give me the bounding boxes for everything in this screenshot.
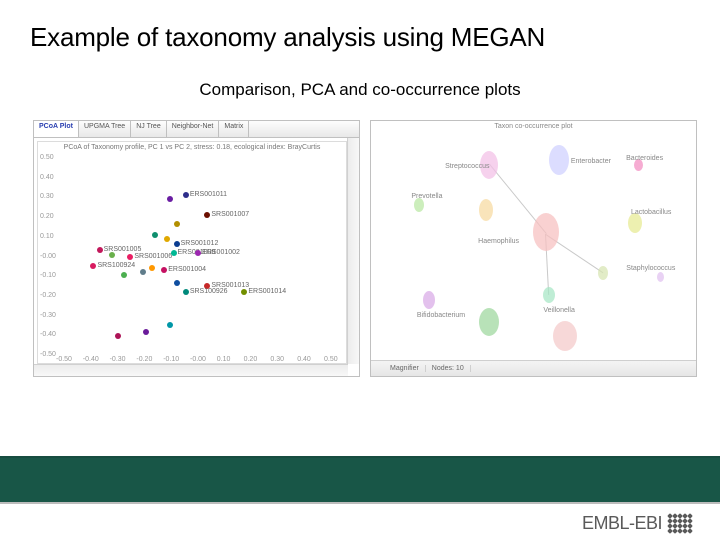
status-cell: Nodes: 10: [426, 365, 471, 372]
scatter-point[interactable]: [241, 289, 247, 295]
cooccurrence-window: Taxon co-occurrence plot Streptococcus En…: [370, 120, 697, 377]
scatter-point[interactable]: [121, 272, 127, 278]
pcoa-plot-area: PCoA of Taxonomy profile, PC 1 vs PC 2, …: [37, 141, 347, 364]
tab-nj-tree[interactable]: NJ Tree: [131, 121, 167, 137]
taxon-node[interactable]: [549, 145, 569, 175]
scatter-point[interactable]: [174, 241, 180, 247]
status-cell: Magnifier: [384, 365, 426, 372]
scatter-point[interactable]: [164, 236, 170, 242]
scatter-point[interactable]: [167, 196, 173, 202]
scatter-point[interactable]: [90, 263, 96, 269]
dot-grid-icon: [668, 514, 692, 533]
scatter-point[interactable]: [174, 280, 180, 286]
taxon-node-label: Bifidobacterium: [417, 312, 465, 319]
y-tick-label: -0.00: [40, 253, 56, 260]
footer-band: [0, 456, 720, 502]
tab-matrix[interactable]: Matrix: [219, 121, 249, 137]
scatter-point-label: ERS001004: [168, 266, 206, 273]
x-tick-label: 0.10: [217, 356, 231, 363]
slide: Example of taxonomy analysis using MEGAN…: [0, 0, 720, 540]
scatter-point[interactable]: [174, 221, 180, 227]
y-tick-label: -0.40: [40, 331, 56, 338]
taxon-node-label: Enterobacter: [571, 158, 611, 165]
x-tick-label: -0.00: [190, 356, 206, 363]
x-tick-label: 0.40: [297, 356, 311, 363]
footer-rule: [0, 502, 720, 504]
scatter-point[interactable]: [152, 232, 158, 238]
x-tick-label: -0.50: [56, 356, 72, 363]
y-tick-label: 0.30: [40, 193, 54, 200]
scatter-point[interactable]: [97, 247, 103, 253]
scrollbar-horizontal[interactable]: [34, 364, 348, 376]
status-bar: MagnifierNodes: 10: [371, 360, 696, 376]
pcoa-window: PCoA PlotUPGMA TreeNJ TreeNeighbor-NetMa…: [33, 120, 360, 377]
taxon-node[interactable]: [533, 213, 559, 251]
taxon-node[interactable]: [479, 308, 499, 336]
x-tick-label: 0.50: [324, 356, 338, 363]
taxon-node-label: Haemophilus: [478, 238, 519, 245]
taxon-node[interactable]: [598, 266, 608, 280]
scatter-point[interactable]: [115, 333, 121, 339]
scatter-point[interactable]: [143, 329, 149, 335]
scatter-point[interactable]: [140, 269, 146, 275]
scatter-point[interactable]: [127, 254, 133, 260]
scatter-point-label: SRS100924: [97, 262, 135, 269]
x-tick-label: 0.30: [270, 356, 284, 363]
scatter-point[interactable]: [204, 212, 210, 218]
scatter-point[interactable]: [149, 265, 155, 271]
footer-logo: EMBL-EBI: [582, 513, 692, 534]
scatter-point[interactable]: [183, 289, 189, 295]
slide-subtitle: Comparison, PCA and co-occurrence plots: [0, 80, 720, 100]
taxon-node-label: Lactobacillus: [631, 209, 671, 216]
x-tick-label: -0.20: [136, 356, 152, 363]
taxon-node-label: Bacteroides: [626, 155, 663, 162]
y-tick-label: 0.10: [40, 233, 54, 240]
taxon-node-label: Staphylococcus: [626, 265, 675, 272]
y-tick-label: -0.10: [40, 272, 56, 279]
scatter-point[interactable]: [183, 192, 189, 198]
taxon-node[interactable]: [543, 287, 555, 303]
scatter-point-label: SRS100926: [190, 288, 228, 295]
tab-neighbor-net[interactable]: Neighbor-Net: [167, 121, 220, 137]
scatter-point[interactable]: [161, 267, 167, 273]
y-tick-label: 0.40: [40, 174, 54, 181]
scatter-point[interactable]: [195, 250, 201, 256]
y-tick-label: -0.50: [40, 351, 56, 358]
y-tick-label: 0.20: [40, 213, 54, 220]
taxon-node[interactable]: [628, 213, 642, 233]
scatter-point-label: SRS001012: [181, 240, 219, 247]
taxon-node-label: Prevotella: [411, 193, 442, 200]
y-tick-label: -0.20: [40, 292, 56, 299]
scatter-point-label: ERS001014: [248, 288, 286, 295]
pcoa-plot-title: PCoA of Taxonomy profile, PC 1 vs PC 2, …: [38, 144, 346, 151]
scrollbar-vertical[interactable]: [347, 138, 359, 364]
scatter-point-label: ERS001011: [190, 191, 227, 198]
slide-title: Example of taxonomy analysis using MEGAN: [30, 22, 545, 53]
tab-upgma-tree[interactable]: UPGMA Tree: [79, 121, 131, 137]
taxon-node[interactable]: [479, 199, 493, 221]
taxon-node-label: Streptococcus: [445, 163, 489, 170]
scatter-point[interactable]: [171, 250, 177, 256]
scatter-point[interactable]: [109, 252, 115, 258]
x-tick-label: -0.40: [83, 356, 99, 363]
tab-pcoa-plot[interactable]: PCoA Plot: [34, 121, 79, 137]
y-tick-label: 0.50: [40, 154, 54, 161]
y-tick-label: -0.30: [40, 312, 56, 319]
taxon-node[interactable]: [553, 321, 577, 351]
x-tick-label: -0.10: [163, 356, 179, 363]
taxon-node[interactable]: [657, 272, 664, 282]
taxon-node[interactable]: [414, 198, 424, 212]
x-tick-label: -0.30: [110, 356, 126, 363]
tab-bar: PCoA PlotUPGMA TreeNJ TreeNeighbor-NetMa…: [34, 121, 359, 138]
scatter-point-label: SRS001006: [134, 253, 172, 260]
taxon-node[interactable]: [423, 291, 435, 309]
scatter-point-label: SRS001007: [211, 211, 249, 218]
cooccurrence-canvas: Streptococcus Enterobacter Bacteroides Prev…: [375, 133, 692, 358]
scatter-point[interactable]: [167, 322, 173, 328]
taxon-node-label: Veillonella: [543, 307, 575, 314]
scatter-point-label: ERS001002: [202, 249, 240, 256]
footer-logo-text: EMBL-EBI: [582, 513, 662, 534]
x-tick-label: 0.20: [244, 356, 258, 363]
cooccurrence-title: Taxon co-occurrence plot: [371, 123, 696, 130]
